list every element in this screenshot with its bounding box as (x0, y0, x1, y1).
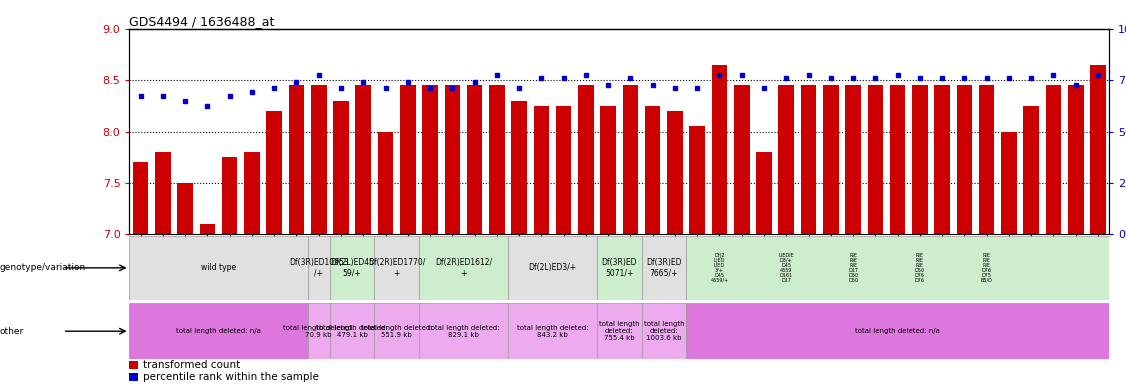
Bar (222, 157, 238, 234)
Bar (129, 303, 307, 359)
Text: LIEDIE
D3/+
D45
4559
D161
D17: LIEDIE D3/+ D45 4559 D161 D17 (778, 253, 794, 283)
Bar (600, 106, 616, 234)
Text: Df(2R)ED1770/
+: Df(2R)ED1770/ + (368, 258, 426, 278)
Bar (801, 85, 816, 234)
Text: RIE
RIE
RIE
D17
D50
D50: RIE RIE RIE D17 D50 D50 (848, 253, 858, 283)
Bar (511, 101, 527, 234)
Text: Df(2R)ED1612/
+: Df(2R)ED1612/ + (435, 258, 492, 278)
Bar (288, 85, 304, 234)
Bar (778, 85, 794, 234)
Bar (419, 303, 508, 359)
Text: RIE
RIE
RIE
D76
D75
B5/D: RIE RIE RIE D76 D75 B5/D (981, 253, 993, 283)
Bar (244, 152, 260, 234)
Bar (689, 126, 705, 234)
Bar (374, 236, 419, 300)
Bar (311, 85, 327, 234)
Text: Df(3R)ED
7665/+: Df(3R)ED 7665/+ (646, 258, 681, 278)
Bar (508, 236, 597, 300)
Text: total length deleted: n/a: total length deleted: n/a (176, 328, 261, 334)
Bar (867, 85, 883, 234)
Bar (1067, 85, 1083, 234)
Bar (578, 85, 593, 234)
Bar (508, 303, 597, 359)
Bar (623, 85, 638, 234)
Bar (912, 85, 928, 234)
Bar (1046, 85, 1061, 234)
Bar (178, 183, 193, 234)
Bar (333, 101, 349, 234)
Bar (1001, 131, 1017, 234)
Bar (155, 152, 171, 234)
Text: total length deleted: n/a: total length deleted: n/a (855, 328, 940, 334)
Bar (129, 236, 307, 300)
Text: total length deleted:
829.1 kb: total length deleted: 829.1 kb (428, 325, 499, 338)
Bar (642, 303, 686, 359)
Bar (330, 303, 374, 359)
Bar (377, 131, 393, 234)
Bar (267, 111, 282, 234)
Bar (686, 303, 1109, 359)
Bar (419, 236, 508, 300)
Text: Df(3R)ED
5071/+: Df(3R)ED 5071/+ (601, 258, 637, 278)
Text: Df(2L)ED3/+: Df(2L)ED3/+ (528, 263, 577, 272)
Bar (356, 85, 372, 234)
Text: Df(3R)ED10953
/+: Df(3R)ED10953 /+ (289, 258, 349, 278)
Bar (445, 85, 461, 234)
Bar (645, 106, 661, 234)
Bar (307, 236, 330, 300)
Bar (374, 303, 419, 359)
Bar (823, 85, 839, 234)
Text: percentile rank within the sample: percentile rank within the sample (143, 372, 319, 382)
Bar (686, 236, 1109, 300)
Text: Df(2
L)ED
LIED
3/+
D45
4559/+: Df(2 L)ED LIED 3/+ D45 4559/+ (711, 253, 729, 283)
Text: wild type: wild type (200, 263, 236, 272)
Bar (556, 106, 571, 234)
Bar (133, 162, 149, 234)
Bar (534, 106, 549, 234)
Text: RIE
RIE
RIE
D50
D76
D76: RIE RIE RIE D50 D76 D76 (914, 253, 924, 283)
Text: transformed count: transformed count (143, 361, 240, 371)
Bar (712, 65, 727, 234)
Bar (597, 303, 642, 359)
Bar (668, 111, 682, 234)
Bar (957, 85, 972, 234)
Text: total length deleted:
479.1 kb: total length deleted: 479.1 kb (316, 325, 387, 338)
Bar (734, 85, 750, 234)
Bar (978, 85, 994, 234)
Text: total length deleted:
551.9 kb: total length deleted: 551.9 kb (361, 325, 432, 338)
Bar (846, 85, 861, 234)
Bar (1024, 106, 1039, 234)
Bar (757, 152, 771, 234)
Bar (400, 85, 415, 234)
Text: other: other (0, 327, 25, 336)
Bar (935, 85, 950, 234)
Bar (422, 85, 438, 234)
Bar (489, 85, 504, 234)
Bar (129, 373, 138, 381)
Bar (890, 85, 905, 234)
Text: GDS4494 / 1636488_at: GDS4494 / 1636488_at (129, 15, 275, 28)
Bar (129, 361, 138, 369)
Bar (307, 303, 330, 359)
Text: total length
deleted:
755.4 kb: total length deleted: 755.4 kb (599, 321, 640, 341)
Text: genotype/variation: genotype/variation (0, 263, 87, 272)
Bar (1090, 65, 1106, 234)
Bar (199, 224, 215, 234)
Text: total length deleted:
70.9 kb: total length deleted: 70.9 kb (283, 325, 355, 338)
Bar (467, 85, 482, 234)
Text: total length
deleted:
1003.6 kb: total length deleted: 1003.6 kb (644, 321, 685, 341)
Text: Df(2L)ED45
59/+: Df(2L)ED45 59/+ (330, 258, 374, 278)
Bar (642, 236, 686, 300)
Bar (330, 236, 374, 300)
Text: total length deleted:
843.2 kb: total length deleted: 843.2 kb (517, 325, 588, 338)
Bar (597, 236, 642, 300)
